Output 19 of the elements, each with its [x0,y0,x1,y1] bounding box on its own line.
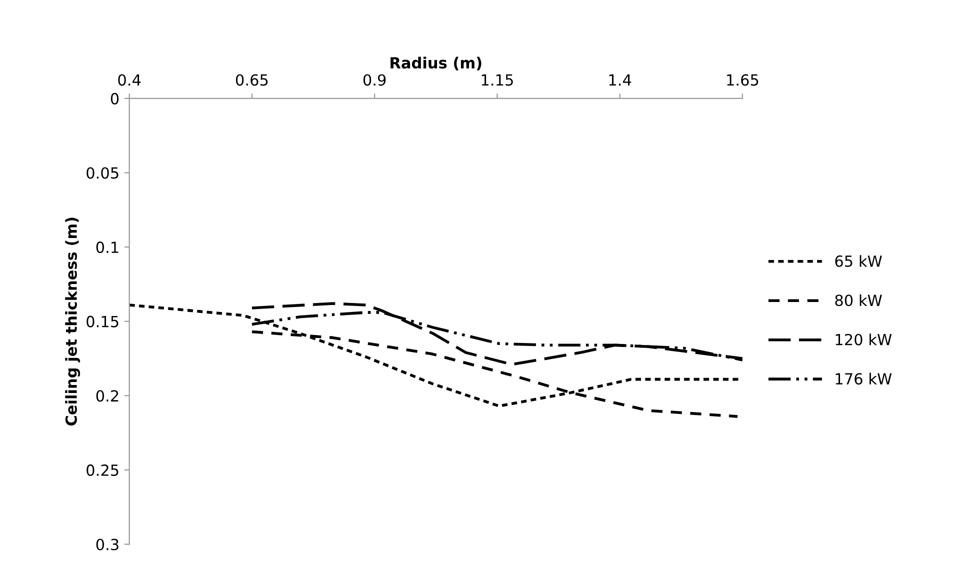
x-tick-label: 0.65 [236,74,268,86]
legend-label: 65 kW [835,255,882,267]
legend-label: 80 kW [835,294,882,306]
y-tick-label: 0.3 [96,538,118,550]
y-tick-label: 0.05 [86,167,118,179]
x-tick-label: 1.65 [727,74,758,86]
y-tick-label: 0.2 [96,390,118,402]
x-tick-label: 1.4 [609,74,632,86]
y-axis-title: Ceiling jet thickness (m) [65,218,80,426]
legend-label: 176 kW [836,372,892,385]
x-tick-label: 0.4 [118,74,141,86]
x-tick-label: 0.9 [363,74,386,86]
y-tick-label: 0.1 [96,242,118,254]
y-tick-label: 0.15 [86,316,118,328]
legend-label: 120 kW [836,334,892,346]
x-tick-label: 1.15 [482,74,513,86]
y-tick-label: 0.25 [86,464,118,476]
y-tick-label: 0 [110,92,119,104]
x-axis-title: Radius (m) [390,56,482,70]
